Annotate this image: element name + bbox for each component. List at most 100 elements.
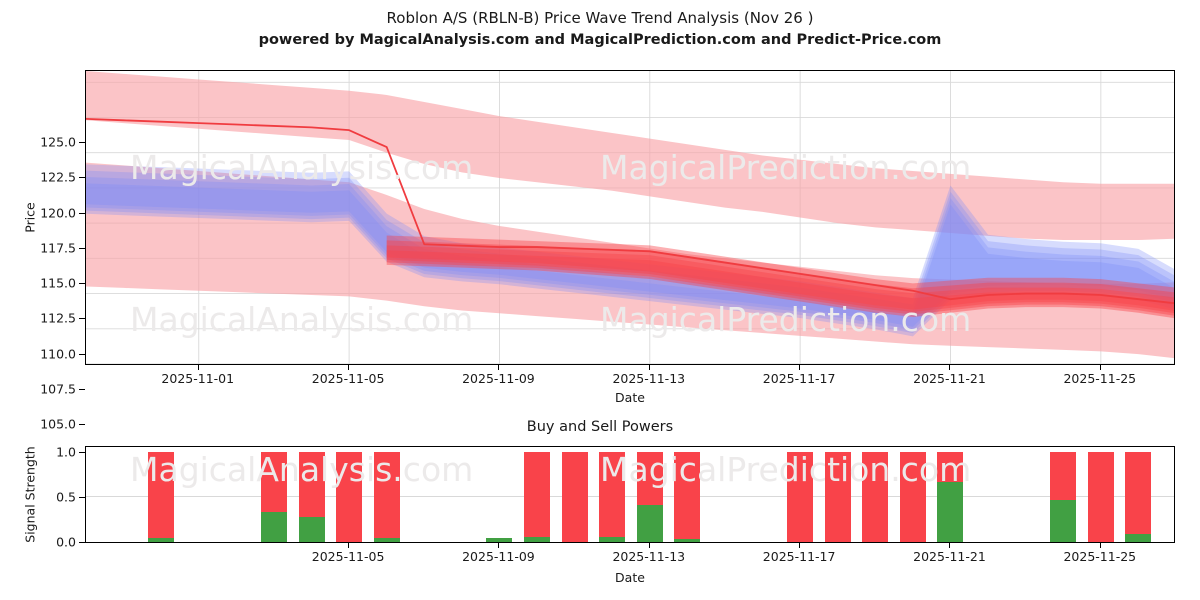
power-bar[interactable] <box>824 451 851 542</box>
power-bar[interactable] <box>1087 451 1114 542</box>
power-x-tick-label: 2025-11-05 <box>311 549 385 564</box>
price-y-tick-label: 112.5 <box>40 310 76 326</box>
price-y-tick-mark <box>79 318 85 320</box>
power-bar[interactable] <box>937 451 964 542</box>
power-y-tick-mark <box>79 496 85 498</box>
price-x-tick-label: 2025-11-25 <box>1063 371 1137 386</box>
power-bar[interactable] <box>1125 451 1152 542</box>
price-x-tick-label: 2025-11-01 <box>161 371 235 386</box>
power-bar-buy-segment <box>148 538 175 542</box>
price-x-tick-label: 2025-11-17 <box>762 371 836 386</box>
power-bar[interactable] <box>373 451 400 542</box>
power-bar[interactable] <box>336 451 363 542</box>
power-x-tick-label: 2025-11-17 <box>762 549 836 564</box>
power-bar[interactable] <box>636 451 663 542</box>
price-y-tick-label: 120.0 <box>40 205 76 221</box>
power-bar-sell-segment <box>824 451 851 542</box>
price-x-tick-mark <box>348 365 350 370</box>
power-bar[interactable] <box>862 451 889 542</box>
power-bar-buy-segment <box>524 537 551 542</box>
price-axis-label-x: Date <box>615 390 645 405</box>
price-band-blue-wave <box>86 177 1174 331</box>
power-axis-label-x: Date <box>615 570 645 585</box>
power-bar-sell-segment <box>937 451 964 483</box>
price-plot-area <box>85 70 1175 365</box>
power-y-tick-label: 0.5 <box>56 489 76 505</box>
price-y-tick-mark <box>79 283 85 285</box>
price-y-tick-label: 107.5 <box>40 381 76 397</box>
price-y-tick-label: 110.0 <box>40 346 76 362</box>
power-bar-sell-segment <box>862 451 889 542</box>
power-gridline <box>86 495 1174 497</box>
power-bar-buy-segment <box>298 516 325 542</box>
power-bar-sell-segment <box>599 451 626 538</box>
power-x-tick-mark <box>498 543 500 548</box>
price-y-tick-mark <box>79 424 85 425</box>
power-bar-sell-segment <box>298 451 325 517</box>
power-x-tick-label: 2025-11-13 <box>612 549 686 564</box>
price-y-tick-mark <box>79 247 85 249</box>
power-bar[interactable] <box>899 451 926 542</box>
price-x-tick-label: 2025-11-05 <box>311 371 385 386</box>
price-x-tick-label: 2025-11-09 <box>462 371 535 386</box>
power-bar-sell-segment <box>674 451 701 540</box>
price-y-tick-label: 122.5 <box>40 169 76 185</box>
power-bar[interactable] <box>260 451 287 542</box>
price-y-tick-mark <box>79 212 85 214</box>
power-bar-sell-segment <box>1050 451 1077 501</box>
power-x-tick-label: 2025-11-09 <box>462 549 535 564</box>
price-x-tick-mark <box>799 365 801 370</box>
power-x-tick-label: 2025-11-25 <box>1063 549 1137 564</box>
power-bar-sell-segment <box>561 451 588 542</box>
power-bar-sell-segment <box>148 451 175 539</box>
power-bar[interactable] <box>486 538 513 542</box>
power-bar[interactable] <box>674 451 701 542</box>
price-x-tick-label: 2025-11-13 <box>612 371 686 386</box>
power-bar-sell-segment <box>1125 451 1152 534</box>
price-x-tick-mark <box>197 365 199 370</box>
price-wave-chart: Price 105.0 107.5 110.0 112.5 115.0 117.5 120.… <box>0 60 1200 432</box>
price-y-tick-label: 125.0 <box>40 134 76 150</box>
power-bar[interactable] <box>148 451 175 542</box>
power-y-tick-mark <box>79 542 85 543</box>
price-x-tick-mark <box>648 365 650 370</box>
price-band-blue-wave <box>86 183 1174 327</box>
price-y-tick-label: 117.5 <box>40 240 76 256</box>
power-bar-sell-segment <box>336 451 363 542</box>
price-plot-svg <box>86 71 1174 364</box>
power-x-tick-mark <box>1099 543 1101 548</box>
power-bar-sell-segment <box>373 451 400 539</box>
power-bar-sell-segment <box>524 451 551 538</box>
power-bar[interactable] <box>298 451 325 542</box>
page-title: Roblon A/S (RBLN-B) Price Wave Trend Ana… <box>0 8 1200 51</box>
price-x-tick-label: 2025-11-21 <box>913 371 986 386</box>
power-bar-buy-segment <box>1050 500 1077 542</box>
power-x-tick-mark <box>949 543 951 548</box>
power-x-tick-mark <box>348 543 350 548</box>
price-band-outer-red <box>86 71 1174 241</box>
power-bar[interactable] <box>561 451 588 542</box>
power-x-tick-label: 2025-11-21 <box>913 549 986 564</box>
power-bar[interactable] <box>524 451 551 542</box>
power-bar-buy-segment <box>373 538 400 542</box>
power-bar-buy-segment <box>674 539 701 542</box>
power-bar-sell-segment <box>636 451 663 505</box>
price-x-tick-mark <box>1099 365 1101 370</box>
power-bar-sell-segment <box>1087 451 1114 542</box>
power-bar-buy-segment <box>1125 533 1152 542</box>
power-bar-buy-segment <box>260 512 287 542</box>
power-bar[interactable] <box>787 451 814 542</box>
power-bar-sell-segment <box>899 451 926 542</box>
power-x-tick-mark <box>648 543 650 548</box>
price-y-tick-label: 115.0 <box>40 275 76 291</box>
power-bar-buy-segment <box>599 537 626 542</box>
power-bar[interactable] <box>599 451 626 542</box>
power-bar[interactable] <box>1050 451 1077 542</box>
buy-sell-powers-chart: Buy and Sell Powers Signal Strength 0.0 0… <box>0 415 1200 600</box>
price-band-inner-red <box>86 162 1174 359</box>
price-y-tick-mark <box>79 142 85 144</box>
price-y-tick-mark <box>79 177 85 179</box>
power-bar-sell-segment <box>260 451 287 513</box>
power-y-tick-label: 0.0 <box>56 534 76 550</box>
